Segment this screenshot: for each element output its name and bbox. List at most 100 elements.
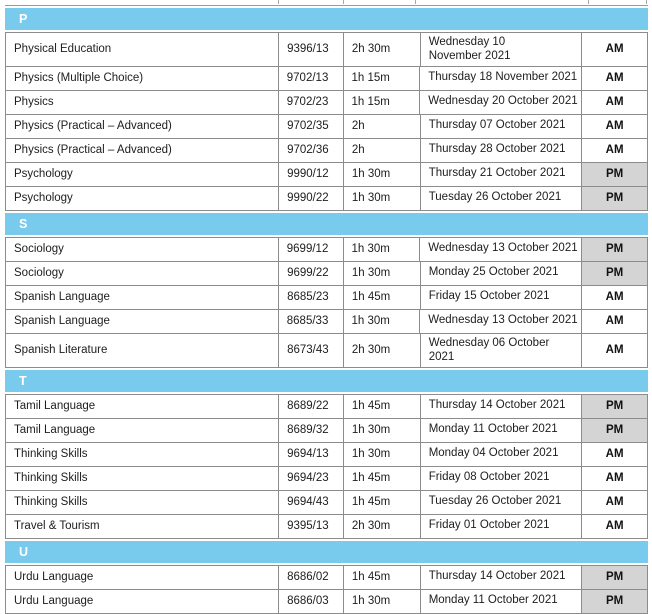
subject-text: Physics (Practical – Advanced) [14, 144, 172, 157]
date-cell: Wednesday 10 November 2021 [419, 33, 581, 66]
code-text: 9396/13 [287, 43, 329, 56]
code-cell: 9396/13 [278, 33, 343, 66]
duration-cell: 1h 30m [342, 589, 420, 613]
code-text: 9990/12 [287, 168, 329, 181]
code-cell: 9990/12 [278, 162, 343, 186]
table-row: Thinking Skills 9694/23 1h 45m Friday 08… [5, 465, 648, 491]
subject-text: Psychology [14, 192, 73, 205]
session-cell: AM [581, 90, 647, 114]
duration-cell: 2h 30m [342, 514, 420, 538]
duration-text: 2h 30m [351, 520, 391, 532]
code-cell: 9702/13 [277, 66, 343, 90]
code-cell: 9990/22 [278, 186, 343, 210]
subject-text: Sociology [14, 243, 64, 256]
subject-text: Thinking Skills [14, 448, 88, 460]
duration-cell: 1h 45m [342, 466, 420, 490]
duration-cell: 2h 30m [342, 333, 420, 367]
duration-cell: 1h 30m [342, 309, 420, 333]
subject-cell: Physics [6, 91, 278, 114]
date-text: Wednesday 10 November 2021 [428, 36, 511, 63]
code-cell: 8686/03 [278, 589, 343, 613]
code-text: 8686/02 [287, 571, 329, 583]
duration-cell: 1h 30m [342, 162, 420, 186]
code-cell: 9699/12 [277, 237, 343, 261]
session-text: PM [605, 595, 624, 607]
date-text: Friday 15 October 2021 [428, 290, 550, 303]
date-cell: Monday 04 October 2021 [419, 442, 581, 466]
date-cell: Wednesday 06 October 2021 [419, 333, 581, 367]
duration-text: 1h 30m [351, 595, 391, 607]
session-text: AM [605, 291, 624, 304]
duration-text: 1h 45m [351, 571, 391, 583]
subject-text: Physics (Practical – Advanced) [14, 120, 172, 133]
subject-cell: Urdu Language [6, 590, 278, 613]
duration-cell: 2h [342, 114, 420, 138]
date-text: Wednesday 13 October 2021 [428, 314, 578, 327]
subject-text: Tamil Language [14, 400, 96, 412]
subject-cell: Tamil Language [6, 395, 278, 418]
duration-cell: 1h 45m [342, 285, 420, 309]
duration-cell: 1h 15m [342, 90, 420, 114]
session-text: PM [605, 192, 624, 205]
session-cell: PM [581, 237, 647, 261]
code-cell: 9395/13 [278, 514, 343, 538]
subject-text: Spanish Language [14, 291, 110, 304]
subject-text: Spanish Language [14, 315, 110, 328]
duration-cell: 1h 45m [342, 490, 420, 514]
cutoff-row-remnant [5, 0, 648, 6]
code-text: 9702/35 [287, 120, 329, 133]
table-row: Physics 9702/23 1h 15m Wednesday 20 Octo… [5, 89, 648, 115]
session-text: AM [605, 496, 624, 508]
date-cell: Monday 11 October 2021 [419, 418, 581, 442]
date-text: Monday 11 October 2021 [428, 594, 558, 607]
session-text: AM [605, 448, 624, 460]
table-row: Thinking Skills 9694/13 1h 30m Monday 04… [5, 441, 648, 467]
code-text: 8689/32 [287, 424, 329, 436]
session-text: AM [605, 120, 624, 133]
session-cell: AM [581, 138, 647, 162]
date-text: Thursday 28 October 2021 [428, 143, 566, 156]
code-cell: 8689/22 [278, 394, 343, 418]
table-row: Thinking Skills 9694/43 1h 45m Tuesday 2… [5, 489, 648, 515]
session-text: PM [605, 267, 624, 280]
session-cell: AM [581, 309, 647, 333]
subject-cell: Physics (Multiple Choice) [6, 67, 278, 90]
subject-cell: Psychology [6, 187, 278, 210]
code-cell: 9702/23 [277, 90, 343, 114]
duration-cell: 1h 30m [342, 418, 420, 442]
subject-cell: Travel & Tourism [6, 515, 278, 538]
date-text: Thursday 14 October 2021 [428, 570, 566, 583]
code-text: 8685/23 [287, 291, 329, 304]
date-text: Tuesday 26 October 2021 [428, 191, 562, 204]
subject-text: Thinking Skills [14, 472, 88, 484]
subject-text: Travel & Tourism [14, 520, 100, 532]
code-text: 9395/13 [287, 520, 329, 532]
code-text: 9694/23 [287, 472, 329, 484]
subject-cell: Sociology [6, 262, 278, 285]
session-cell: AM [581, 333, 647, 367]
code-text: 9694/13 [287, 448, 329, 460]
code-text: 9702/36 [287, 144, 329, 157]
session-cell: AM [581, 114, 647, 138]
code-cell: 9702/35 [278, 114, 343, 138]
code-cell: 9694/23 [278, 466, 343, 490]
table-row: Physics (Practical – Advanced) 9702/35 2… [5, 113, 648, 139]
column-border-tick [588, 0, 589, 4]
date-text: Wednesday 13 October 2021 [428, 242, 578, 255]
subject-cell: Spanish Language [6, 286, 278, 309]
date-cell: Thursday 14 October 2021 [419, 565, 581, 589]
date-text: Monday 11 October 2021 [428, 423, 558, 436]
column-border-tick [646, 0, 647, 4]
session-text: PM [605, 168, 624, 181]
session-text: AM [605, 344, 624, 357]
duration-text: 1h 45m [351, 291, 391, 304]
session-cell: AM [581, 442, 647, 466]
session-cell: AM [581, 66, 647, 90]
section-letter: P [19, 12, 28, 26]
subject-cell: Thinking Skills [6, 491, 278, 514]
duration-text: 1h 45m [351, 496, 391, 508]
column-border-tick [278, 0, 279, 4]
subject-text: Tamil Language [14, 424, 96, 436]
subject-text: Physics [14, 96, 54, 109]
code-cell: 8685/33 [277, 309, 343, 333]
